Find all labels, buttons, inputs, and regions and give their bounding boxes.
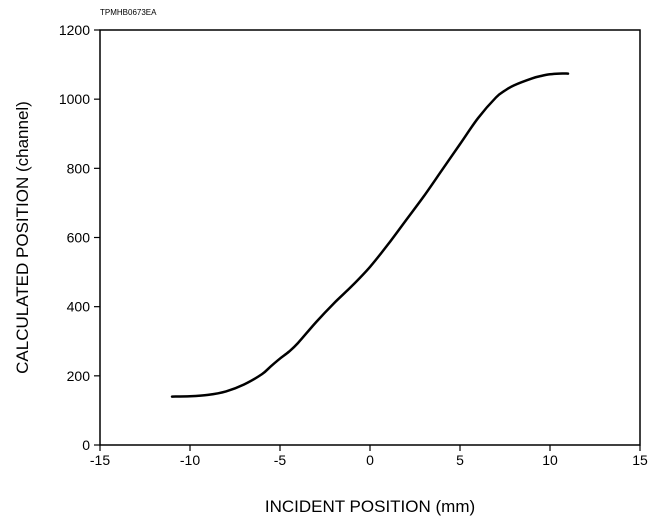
x-tick-label: -15 xyxy=(90,452,110,468)
y-tick-label: 600 xyxy=(67,230,91,246)
plot-frame xyxy=(99,29,641,446)
x-axis-ticks: -15 -10 -5 0 5 10 15 xyxy=(90,445,648,468)
y-tick-label: 400 xyxy=(67,299,91,315)
y-tick-label: 200 xyxy=(67,368,91,384)
x-tick-label: -10 xyxy=(180,452,200,468)
y-axis-title: CALCULATED POSITION (channel) xyxy=(13,101,32,374)
x-tick-label: -5 xyxy=(274,452,287,468)
figure-code-label: TPMHB0673EA xyxy=(100,8,157,17)
y-tick-label: 1200 xyxy=(59,22,90,38)
x-tick-label: 10 xyxy=(542,452,558,468)
x-tick-label: 5 xyxy=(456,452,464,468)
x-axis-title: INCIDENT POSITION (mm) xyxy=(265,497,475,516)
x-tick-label: 15 xyxy=(632,452,648,468)
y-tick-label: 1000 xyxy=(59,91,90,107)
series-line xyxy=(170,72,570,398)
y-axis-ticks: 0 200 400 600 800 1000 1200 xyxy=(59,22,100,453)
x-tick-label: 0 xyxy=(366,452,374,468)
y-tick-label: 800 xyxy=(67,160,91,176)
y-tick-label: 0 xyxy=(82,437,90,453)
